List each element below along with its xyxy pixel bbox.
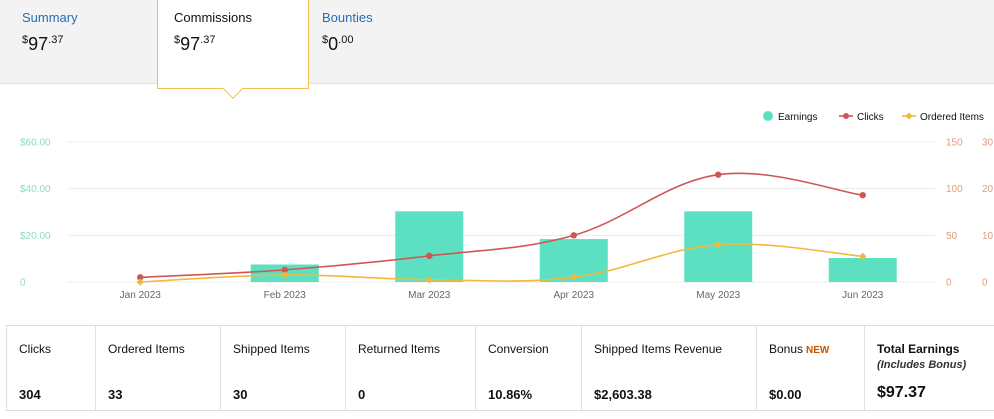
stat-value: $2,603.38 <box>594 387 652 402</box>
legend-ordered-label: Ordered Items <box>920 112 984 123</box>
tab-bounties-amount: $0.00 <box>322 34 354 54</box>
stat-label: Ordered Items <box>108 342 185 356</box>
ordered-items-point <box>136 278 144 286</box>
stat-shipped-revenue: Shipped Items Revenue $2,603.38 <box>581 326 756 410</box>
right-tick-label-ordered: 20 <box>982 184 994 195</box>
chart-lines <box>136 171 867 286</box>
x-tick-label: Mar 2023 <box>408 290 451 301</box>
clicks-point <box>859 192 866 199</box>
chart-gridlines <box>68 141 935 283</box>
stat-value: 33 <box>108 387 123 402</box>
clicks-point <box>426 252 433 260</box>
legend-earnings-swatch <box>763 111 773 121</box>
clicks-point <box>715 171 722 178</box>
tab-summary[interactable]: Summary $97.37 <box>22 0 142 84</box>
legend-ordered-swatch <box>905 112 913 120</box>
stat-label: Conversion <box>488 342 549 356</box>
tab-bounties[interactable]: Bounties $0.00 <box>322 0 442 84</box>
clicks-point <box>137 274 144 281</box>
stat-sublabel: (Includes Bonus) <box>877 359 967 371</box>
tab-bounties-label: Bounties <box>322 10 373 25</box>
stat-value: $97.37 <box>877 384 926 401</box>
legend-clicks-swatch <box>843 113 849 119</box>
stat-label: Shipped Items <box>233 342 310 356</box>
tab-summary-amount: $97.37 <box>22 34 64 54</box>
stat-value: 0 <box>358 387 366 402</box>
ordered-items-point <box>714 240 722 249</box>
earnings-bar <box>395 211 464 282</box>
left-tick-label: $20.00 <box>20 231 51 242</box>
stat-bonus: Bonus NEW $0.00 <box>756 326 864 410</box>
right-tick-label-clicks: 100 <box>946 184 963 195</box>
clicks-point <box>570 232 577 239</box>
left-tick-label: $40.00 <box>20 184 51 195</box>
left-tick-label: $60.00 <box>20 138 51 149</box>
stats-row: Clicks 304 Ordered Items 33 Shipped Item… <box>6 325 994 411</box>
stat-label: Bonus NEW <box>769 342 830 356</box>
right-tick-label-clicks: 150 <box>946 138 963 149</box>
stat-value: 30 <box>233 387 248 402</box>
stat-label: Total Earnings <box>877 342 960 356</box>
stat-total-earnings: Total Earnings (Includes Bonus) $97.37 <box>864 326 994 410</box>
right-tick-label-clicks: 50 <box>946 231 958 242</box>
legend-clicks-label: Clicks <box>857 112 884 123</box>
stat-returned-items: Returned Items 0 <box>345 326 475 410</box>
tab-summary-label: Summary <box>22 10 78 25</box>
right-tick-label-clicks: 0 <box>946 278 952 289</box>
earnings-chart: $60.00 $40.00 $20.00 0 150 100 50 0 30 20 10 0 Jan 2… <box>0 85 994 325</box>
left-tick-label: 0 <box>20 278 26 289</box>
earnings-bar <box>828 257 897 282</box>
tab-commissions-label: Commissions <box>174 10 253 25</box>
stat-value: 304 <box>19 387 41 402</box>
earnings-bars <box>250 211 897 282</box>
x-tick-label: Jun 2023 <box>842 290 884 301</box>
stat-label: Returned Items <box>358 342 441 356</box>
stat-value: $0.00 <box>769 387 802 402</box>
tab-commissions-amount: $97.37 <box>174 34 216 54</box>
x-tick-label: May 2023 <box>696 290 740 301</box>
ordered-items-point <box>425 275 433 284</box>
tab-commissions[interactable]: Commissions $97.37 <box>157 0 309 99</box>
stat-label: Shipped Items Revenue <box>594 342 723 356</box>
stat-label: Clicks <box>19 342 51 356</box>
stat-conversion: Conversion 10.86% <box>475 326 581 410</box>
earnings-tabs: Summary $97.37 Commissions $97.37 Bounti… <box>0 0 994 99</box>
x-tick-label: Jan 2023 <box>120 290 162 301</box>
right-tick-label-ordered: 0 <box>982 278 988 289</box>
clicks-point <box>281 266 288 274</box>
right-tick-label-ordered: 30 <box>982 138 994 149</box>
stat-value: 10.86% <box>488 387 533 402</box>
clicks-line <box>140 172 863 279</box>
stat-shipped-items: Shipped Items 30 <box>220 326 345 410</box>
ordered-items-point <box>281 271 289 279</box>
x-tick-label: Feb 2023 <box>264 290 307 301</box>
stat-ordered-items: Ordered Items 33 <box>95 326 220 410</box>
chart-legend: Earnings Clicks Ordered Items <box>763 111 984 123</box>
new-badge: NEW <box>806 345 830 356</box>
legend-earnings-label: Earnings <box>778 112 817 123</box>
ordered-items-line <box>140 243 863 283</box>
x-tick-label: Apr 2023 <box>553 290 594 301</box>
right-tick-label-ordered: 10 <box>982 231 994 242</box>
stat-clicks: Clicks 304 <box>6 326 95 410</box>
